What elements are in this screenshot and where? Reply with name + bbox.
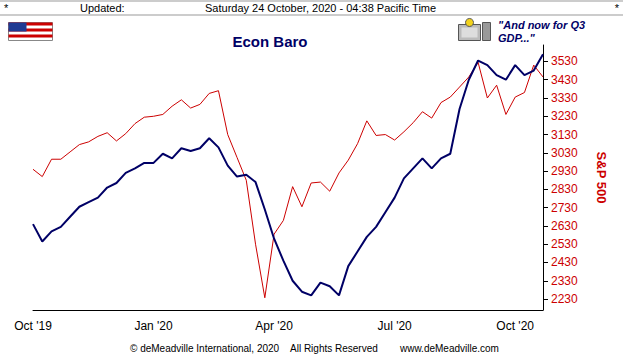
svg-text:Saturday 24 October, 2020 - 04: Saturday 24 October, 2020 - 04:38 Pacifi… bbox=[205, 2, 436, 14]
svg-text:2330: 2330 bbox=[551, 274, 578, 288]
svg-text:*: * bbox=[615, 2, 620, 14]
svg-text:Oct '20: Oct '20 bbox=[496, 319, 534, 333]
svg-text:"And now for Q3: "And now for Q3 bbox=[498, 19, 588, 31]
svg-text:2630: 2630 bbox=[551, 219, 578, 233]
svg-text:Jul '20: Jul '20 bbox=[377, 319, 412, 333]
svg-text:3130: 3130 bbox=[551, 128, 578, 142]
svg-text:GDP...": GDP..." bbox=[498, 32, 536, 44]
svg-text:S&P 500: S&P 500 bbox=[594, 152, 609, 204]
svg-text:Updated:: Updated: bbox=[80, 2, 125, 14]
svg-text:Oct '19: Oct '19 bbox=[14, 319, 52, 333]
svg-text:2930: 2930 bbox=[551, 164, 578, 178]
svg-text:www.deMeadville.com: www.deMeadville.com bbox=[399, 343, 499, 354]
svg-text:2230: 2230 bbox=[551, 292, 578, 306]
svg-text:3030: 3030 bbox=[551, 146, 578, 160]
svg-text:3430: 3430 bbox=[551, 73, 578, 87]
svg-text:2530: 2530 bbox=[551, 237, 578, 251]
svg-text:Apr '20: Apr '20 bbox=[255, 319, 293, 333]
svg-text:Econ Baro: Econ Baro bbox=[232, 33, 307, 50]
svg-text:All Rights Reserved: All Rights Reserved bbox=[290, 343, 378, 354]
svg-text:2730: 2730 bbox=[551, 201, 578, 215]
svg-text:2430: 2430 bbox=[551, 255, 578, 269]
svg-text:2830: 2830 bbox=[551, 182, 578, 196]
svg-text:3330: 3330 bbox=[551, 91, 578, 105]
svg-text:*: * bbox=[4, 2, 9, 14]
svg-text:3230: 3230 bbox=[551, 109, 578, 123]
svg-text:© deMeadville International, 2: © deMeadville International, 2020 bbox=[130, 343, 280, 354]
svg-text:3530: 3530 bbox=[551, 54, 578, 68]
svg-text:Jan '20: Jan '20 bbox=[134, 319, 173, 333]
